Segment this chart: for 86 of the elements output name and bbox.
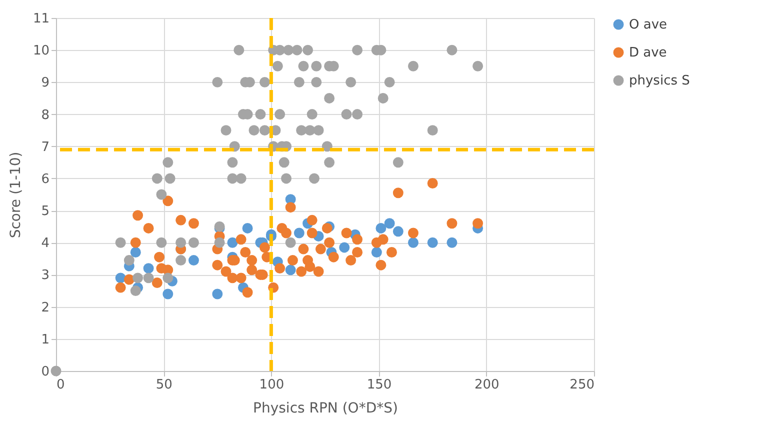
point — [408, 237, 418, 248]
y-tick-label: 10 — [32, 44, 50, 59]
point — [132, 210, 144, 221]
y-tick-label: 0 — [41, 364, 50, 380]
point — [296, 266, 307, 277]
x-tick-label: 150 — [366, 378, 392, 392]
point — [227, 237, 238, 248]
y-tick-label: 11 — [32, 12, 50, 26]
point — [446, 218, 458, 229]
point — [246, 255, 258, 266]
point — [427, 178, 438, 188]
point — [298, 244, 309, 254]
y-tick-label: 8 — [41, 108, 50, 123]
point — [446, 237, 458, 248]
y-tick-label: 4 — [41, 236, 50, 252]
point — [392, 226, 404, 237]
point — [115, 282, 126, 293]
point — [124, 274, 134, 285]
y-tick-label: 7 — [41, 140, 50, 155]
y-tick-label: 5 — [41, 204, 50, 220]
y-tick-label: 3 — [41, 268, 50, 284]
point — [143, 263, 154, 274]
point — [285, 202, 296, 213]
point — [212, 260, 223, 270]
legend-label: D ave — [629, 46, 667, 60]
point — [240, 247, 251, 258]
point — [346, 255, 356, 266]
point — [313, 266, 324, 277]
point — [339, 242, 350, 253]
point — [306, 214, 318, 226]
point — [227, 272, 238, 284]
y-tick-label: 2 — [41, 300, 50, 316]
x-tick-label: 200 — [474, 378, 500, 392]
point — [162, 196, 174, 206]
point — [246, 264, 258, 276]
point — [384, 218, 395, 229]
point — [392, 188, 404, 198]
y-axis-title: Score (1-10) — [8, 152, 24, 238]
x-tick-label: 250 — [570, 378, 594, 392]
point — [294, 228, 304, 238]
point — [274, 263, 286, 274]
point — [304, 261, 316, 272]
y-tick-label: 1 — [41, 332, 50, 348]
x-axis-title: Physics RPN (O*D*S) — [253, 400, 398, 416]
point — [285, 264, 296, 276]
x-tick-label: 0 — [56, 378, 65, 392]
point — [328, 252, 339, 262]
point — [322, 222, 332, 234]
point — [376, 260, 386, 270]
point — [376, 222, 386, 234]
point — [371, 247, 382, 258]
x-tick-label: 50 — [156, 378, 172, 392]
point — [287, 255, 298, 266]
point — [427, 237, 438, 248]
point — [236, 272, 246, 284]
legend-label: physics S — [629, 74, 690, 88]
point — [154, 252, 165, 262]
point — [408, 228, 418, 238]
point — [130, 247, 141, 258]
point — [242, 287, 253, 298]
point — [176, 214, 186, 226]
point — [324, 237, 335, 248]
point — [143, 222, 154, 234]
point — [162, 288, 174, 300]
point — [236, 234, 246, 245]
point — [130, 237, 141, 248]
point — [378, 234, 388, 245]
point — [220, 266, 232, 277]
legend-label: O ave — [629, 18, 668, 32]
point — [306, 228, 318, 238]
point — [152, 278, 162, 288]
point — [212, 288, 223, 300]
point — [188, 255, 199, 266]
point — [352, 234, 363, 245]
point — [352, 247, 363, 258]
point — [260, 242, 270, 253]
point — [472, 218, 484, 229]
y-tick-label: 6 — [41, 172, 50, 187]
y-tick-label: 9 — [41, 76, 50, 91]
point — [386, 247, 397, 258]
point — [281, 228, 292, 238]
point — [315, 244, 326, 254]
point — [242, 222, 253, 234]
point — [341, 228, 352, 238]
x-tick-label: 100 — [259, 378, 284, 392]
point — [188, 218, 199, 229]
